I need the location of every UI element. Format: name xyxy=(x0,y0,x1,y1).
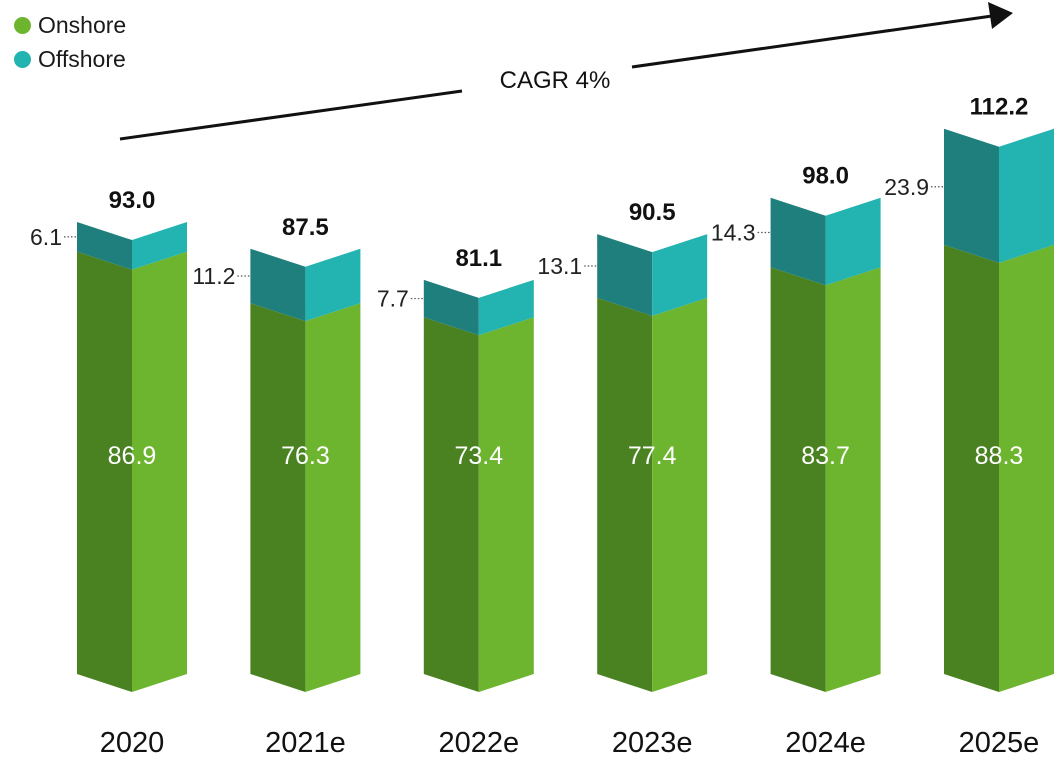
onshore-value-label: 76.3 xyxy=(281,442,330,470)
onshore-segment-left-face-2 xyxy=(423,317,479,692)
onshore-value-label: 88.3 xyxy=(975,442,1024,470)
offshore-segment-right-face-5 xyxy=(999,128,1054,263)
offshore-value-label: 14.3 xyxy=(711,219,756,245)
offshore-segment-left-face-5 xyxy=(944,128,999,263)
onshore-segment-right-face-3 xyxy=(652,297,708,692)
legend-item-onshore: Onshore xyxy=(14,8,126,42)
offshore-segment-right-face-0 xyxy=(132,222,187,270)
offshore-value-label: 13.1 xyxy=(537,253,582,279)
onshore-segment-left-face-3 xyxy=(597,297,653,692)
x-tick-label: 2023e xyxy=(612,727,693,759)
legend-item-offshore: Offshore xyxy=(14,42,126,76)
onshore-segment-right-face-4 xyxy=(825,267,881,692)
offshore-value-label: 23.9 xyxy=(884,174,929,200)
onshore-segment-right-face-0 xyxy=(132,251,187,692)
x-tick-label: 2025e xyxy=(959,727,1040,759)
total-value-label: 87.5 xyxy=(282,214,329,241)
total-value-label: 93.0 xyxy=(109,187,156,214)
offshore-segment-right-face-2 xyxy=(478,279,534,336)
x-tick-label: 2022e xyxy=(438,727,519,759)
cagr-arrow-head xyxy=(988,2,1013,29)
onshore-value-label: 77.4 xyxy=(628,442,677,470)
onshore-segment-left-face-0 xyxy=(77,251,132,692)
onshore-value-label: 83.7 xyxy=(801,442,850,470)
onshore-value-label: 86.9 xyxy=(108,442,157,470)
legend-label-offshore: Offshore xyxy=(38,45,126,72)
cagr-arrow-line-left xyxy=(119,89,463,141)
offshore-segment-right-face-1 xyxy=(305,248,361,322)
onshore-segment-left-face-4 xyxy=(770,267,826,692)
offshore-value-label: 11.2 xyxy=(192,263,235,289)
offshore-segment-left-face-0 xyxy=(77,222,132,270)
total-value-label: 81.1 xyxy=(455,245,502,272)
legend-swatch-onshore xyxy=(14,16,31,34)
offshore-segment-left-face-4 xyxy=(770,197,826,286)
offshore-segment-right-face-3 xyxy=(652,234,708,316)
x-tick-label: 2021e xyxy=(265,727,346,759)
onshore-segment-right-face-1 xyxy=(305,303,361,692)
chart-legend: Onshore Offshore xyxy=(14,8,126,76)
legend-swatch-offshore xyxy=(14,50,31,68)
total-value-label: 98.0 xyxy=(802,163,849,190)
x-tick-label: 2024e xyxy=(785,727,866,759)
onshore-segment-left-face-5 xyxy=(944,244,999,692)
total-value-label: 112.2 xyxy=(970,94,1029,121)
onshore-segment-right-face-5 xyxy=(999,244,1054,692)
offshore-value-label: 6.1 xyxy=(30,224,62,250)
legend-label-onshore: Onshore xyxy=(38,11,127,38)
onshore-segment-right-face-2 xyxy=(478,317,534,692)
cagr-arrow-line-right xyxy=(631,14,993,69)
x-tick-label: 2020 xyxy=(100,727,165,759)
total-value-label: 90.5 xyxy=(629,199,676,226)
offshore-segment-left-face-2 xyxy=(423,279,479,336)
onshore-segment-left-face-1 xyxy=(250,303,306,692)
offshore-value-label: 7.7 xyxy=(377,286,409,312)
offshore-segment-left-face-3 xyxy=(597,234,653,316)
offshore-segment-right-face-4 xyxy=(825,197,881,286)
offshore-segment-left-face-1 xyxy=(250,248,306,322)
onshore-value-label: 73.4 xyxy=(454,442,503,470)
cagr-annotation: CAGR 4% xyxy=(500,67,611,94)
